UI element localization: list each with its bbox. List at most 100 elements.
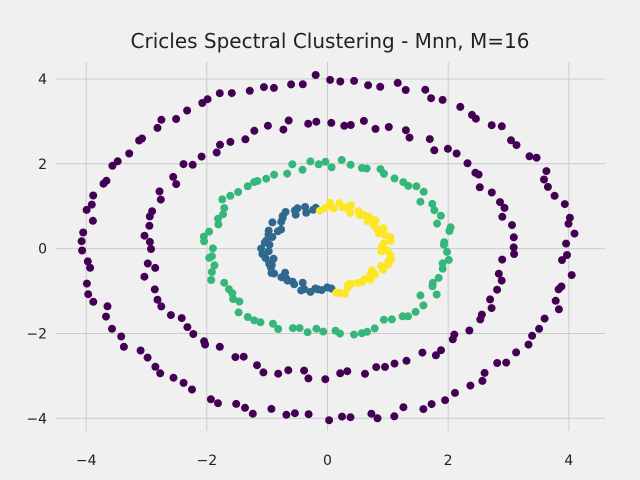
- data-point: [268, 233, 277, 241]
- data-point: [248, 409, 257, 418]
- data-point: [143, 259, 152, 268]
- data-point: [172, 180, 181, 189]
- data-point: [253, 361, 261, 370]
- data-point: [390, 174, 399, 183]
- data-point: [245, 86, 254, 95]
- data-point: [340, 121, 349, 130]
- y-tick-label: 4: [38, 72, 47, 88]
- data-point: [277, 217, 286, 226]
- data-point: [243, 182, 252, 191]
- data-point: [354, 207, 363, 216]
- data-point: [390, 412, 399, 421]
- data-point: [188, 160, 197, 169]
- data-point: [263, 121, 272, 130]
- data-point: [404, 312, 412, 321]
- data-point: [155, 187, 164, 196]
- data-point: [287, 80, 296, 89]
- data-point: [250, 178, 259, 187]
- data-point: [77, 237, 86, 246]
- data-point: [444, 255, 453, 264]
- data-point: [169, 172, 178, 181]
- data-point: [79, 228, 88, 237]
- data-point: [550, 191, 559, 200]
- data-point: [379, 239, 388, 248]
- data-point: [430, 146, 439, 155]
- data-point: [205, 227, 214, 236]
- data-point: [564, 219, 573, 228]
- y-tick-label: −2: [26, 326, 47, 342]
- data-point: [89, 191, 98, 200]
- data-point: [309, 205, 317, 214]
- data-point: [416, 197, 425, 206]
- y-tick-label: 0: [38, 242, 47, 258]
- data-point: [145, 237, 154, 246]
- data-point: [493, 285, 502, 294]
- data-point: [284, 366, 293, 375]
- data-point: [234, 188, 243, 196]
- data-point: [376, 82, 385, 91]
- data-point: [267, 404, 276, 413]
- data-point: [465, 326, 474, 335]
- data-point: [261, 254, 270, 263]
- data-point: [337, 156, 346, 164]
- x-tick-label: 0: [323, 453, 332, 469]
- data-point: [273, 227, 282, 236]
- data-point: [210, 261, 219, 270]
- data-point: [532, 153, 541, 162]
- data-point: [500, 203, 509, 212]
- data-point: [264, 247, 273, 256]
- data-point: [350, 76, 359, 85]
- data-point: [381, 231, 390, 240]
- data-point: [431, 351, 440, 360]
- y-tick-label: 2: [38, 157, 47, 173]
- data-point: [446, 223, 455, 232]
- data-point: [283, 169, 292, 178]
- data-point: [528, 331, 537, 340]
- data-point: [551, 296, 560, 305]
- data-point: [554, 305, 563, 314]
- data-point: [419, 187, 428, 196]
- data-point: [189, 330, 198, 338]
- data-point: [265, 240, 274, 249]
- data-point: [268, 218, 277, 227]
- data-point: [510, 250, 519, 258]
- data-point: [430, 206, 439, 215]
- data-points: [77, 71, 579, 425]
- data-point: [83, 257, 92, 266]
- data-point: [452, 149, 461, 158]
- data-point: [443, 247, 451, 256]
- data-point: [560, 200, 569, 209]
- data-point: [284, 116, 293, 125]
- data-point: [143, 353, 152, 362]
- data-point: [325, 416, 334, 425]
- data-point: [151, 362, 160, 371]
- data-point: [346, 413, 355, 422]
- data-point: [376, 165, 385, 174]
- data-point: [201, 340, 210, 349]
- data-point: [288, 160, 297, 169]
- data-point: [433, 219, 442, 228]
- data-point: [367, 409, 376, 418]
- data-point: [241, 135, 250, 144]
- data-point: [84, 290, 93, 299]
- y-tick-label: −4: [26, 411, 47, 427]
- data-point: [172, 115, 181, 123]
- data-point: [327, 118, 336, 127]
- data-point: [497, 122, 506, 131]
- data-point: [336, 77, 345, 86]
- data-point: [360, 275, 369, 284]
- data-point: [269, 83, 278, 92]
- data-point: [212, 148, 221, 157]
- data-point: [357, 164, 366, 172]
- data-point: [215, 342, 224, 351]
- data-point: [78, 246, 87, 255]
- tick-labels: −4 −2 0 2 4 −4 −2 0 2 4: [26, 72, 573, 469]
- data-point: [179, 378, 188, 387]
- data-point: [418, 348, 427, 357]
- data-point: [157, 302, 166, 311]
- data-point: [227, 89, 236, 98]
- data-point: [340, 289, 349, 298]
- data-point: [428, 278, 437, 287]
- data-point: [312, 117, 321, 126]
- data-point: [243, 313, 252, 321]
